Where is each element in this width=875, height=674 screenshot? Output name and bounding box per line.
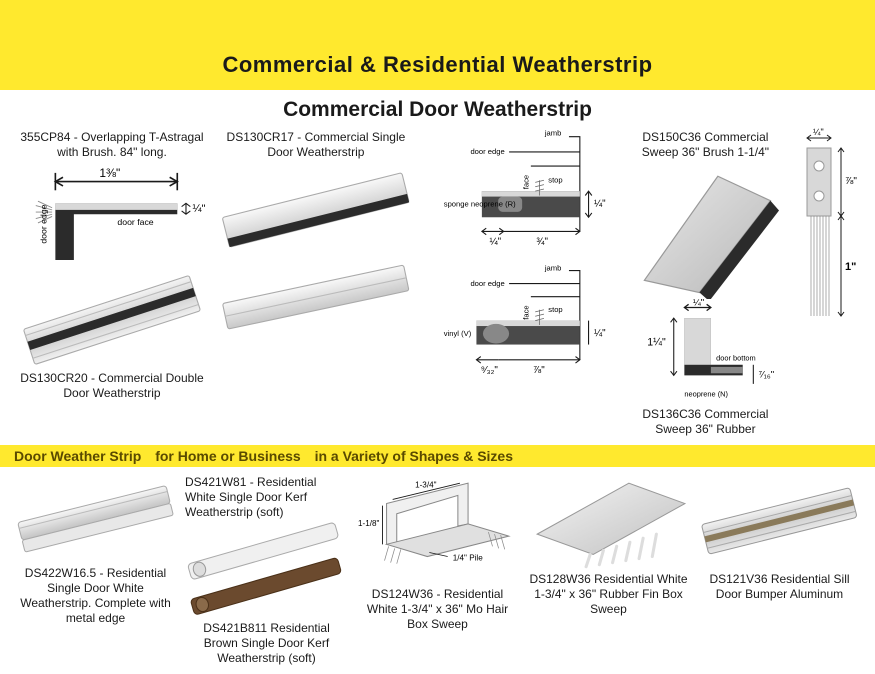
product-image-ds130cr20: [14, 271, 210, 369]
product-image-ds121v36: [698, 473, 861, 570]
product-image-ds422w165: [14, 473, 177, 565]
profile-shape: [55, 203, 177, 260]
svg-text:vinyl (V): vinyl (V): [444, 329, 472, 338]
product-cell-ds121v36: DS121V36 Residential Sill Door Bumper Al…: [698, 473, 861, 668]
dim-text: ¼": [193, 203, 206, 215]
svg-text:door edge: door edge: [470, 279, 504, 288]
mid-banner-text1: Door Weather Strip: [14, 448, 141, 464]
svg-text:1-3/4": 1-3/4": [415, 480, 437, 489]
svg-text:¼": ¼": [813, 128, 824, 137]
product-image-ds421: [185, 522, 348, 619]
page-main-title: Commercial & Residential Weatherstrip: [222, 52, 652, 78]
svg-text:stop: stop: [548, 305, 562, 314]
product-cell-ds130cr17-diagrams: jamb door edge door face stop sponge neo…: [422, 128, 618, 439]
product-image-ds128w36: [527, 473, 690, 570]
svg-text:door edge: door edge: [470, 147, 504, 156]
diagram-ds136c36: ¼" 1¼" ⁷⁄₁₆" door bottom neoprene (N): [626, 299, 785, 405]
door-face-text: door face: [117, 217, 153, 227]
product-cell-ds421: DS421W81 - Residential White Single Door…: [185, 473, 348, 668]
product-cell-ds422w165: DS422W16.5 - Residential Single Door Whi…: [14, 473, 177, 668]
svg-text:jamb: jamb: [544, 129, 562, 138]
svg-text:¼": ¼": [594, 198, 606, 209]
product-label: DS136C36 Commercial Sweep 36" Rubber: [626, 407, 785, 437]
top-banner: Commercial & Residential Weatherstrip: [0, 0, 875, 90]
mid-banner-text3: in a Variety of Shapes & Sizes: [315, 448, 513, 464]
svg-text:1/4" Pile: 1/4" Pile: [453, 553, 483, 562]
svg-text:¼": ¼": [594, 328, 606, 339]
product-cell-right: DS150C36 Commercial Sweep 36" Brush 1-1/…: [626, 128, 861, 439]
svg-text:1": 1": [845, 261, 856, 273]
product-cell-ds128w36: DS128W36 Residential White 1-3/4" x 36" …: [527, 473, 690, 668]
svg-text:1¼": 1¼": [647, 336, 666, 348]
svg-text:door bottom: door bottom: [716, 353, 756, 362]
diagram-sponge-neoprene: jamb door edge door face stop sponge neo…: [422, 128, 618, 264]
diagram-ds124w36: 1-3/4" 1-1/8" 1/4" Pile: [356, 473, 519, 585]
product-cell-355cp84: 355CP84 - Overlapping T-Astragal with Br…: [14, 128, 210, 439]
svg-text:¼": ¼": [693, 299, 704, 308]
svg-text:⅞": ⅞": [533, 365, 545, 376]
product-label: DS124W36 - Residential White 1-3/4" x 36…: [356, 587, 519, 632]
product-label: DS421B811 Residential Brown Single Door …: [185, 621, 348, 666]
svg-text:¼": ¼": [489, 236, 501, 247]
svg-text:jamb: jamb: [544, 264, 562, 273]
commercial-product-grid: 355CP84 - Overlapping T-Astragal with Br…: [0, 126, 875, 445]
section-title-commercial: Commercial Door Weatherstrip: [0, 90, 875, 126]
dim-text: 1⅜": [99, 166, 120, 180]
product-cell-ds124w36: 1-3/4" 1-1/8" 1/4" Pile DS124W36 - Resid…: [356, 473, 519, 668]
svg-text:⁷⁄₁₆": ⁷⁄₁₆": [758, 369, 773, 380]
residential-product-grid: DS422W16.5 - Residential Single Door Whi…: [0, 467, 875, 674]
svg-text:⅞": ⅞": [845, 176, 857, 187]
svg-text:neoprene (N): neoprene (N): [684, 389, 728, 398]
product-image-ds136c36: [626, 164, 785, 299]
svg-text:⁹⁄₃₂": ⁹⁄₃₂": [481, 365, 499, 376]
door-edge-text: door edge: [39, 204, 49, 243]
svg-text:stop: stop: [548, 175, 562, 184]
diagram-vinyl: jamb door edge door face stop vinyl (V) …: [422, 264, 618, 389]
product-label: DS421W81 - Residential White Single Door…: [185, 475, 348, 520]
product-image-strip2: [218, 260, 414, 336]
product-image-strip1: [218, 162, 414, 260]
product-label: DS422W16.5 - Residential Single Door Whi…: [14, 566, 177, 626]
product-label: DS130CR20 - Commercial Double Door Weath…: [14, 371, 210, 401]
svg-text:1-1/8": 1-1/8": [358, 519, 380, 528]
product-label: DS128W36 Residential White 1-3/4" x 36" …: [527, 572, 690, 617]
product-label: DS121V36 Residential Sill Door Bumper Al…: [698, 572, 861, 602]
svg-text:¾": ¾": [536, 236, 548, 247]
diagram-355cp84: 1⅜" door face door edge ¼": [14, 162, 210, 271]
product-label: DS150C36 Commercial Sweep 36" Brush 1-1/…: [626, 130, 785, 160]
mid-banner-text2: for Home or Business: [155, 448, 300, 464]
product-cell-ds130cr17-photos: DS130CR17 - Commercial Single Door Weath…: [218, 128, 414, 439]
diagram-ds150c36: ¼" ⅞" 1": [789, 128, 861, 368]
mid-banner: Door Weather Strip for Home or Business …: [0, 445, 875, 467]
product-label: 355CP84 - Overlapping T-Astragal with Br…: [14, 130, 210, 160]
svg-text:sponge neoprene (R): sponge neoprene (R): [444, 199, 516, 208]
product-label: DS130CR17 - Commercial Single Door Weath…: [218, 130, 414, 160]
